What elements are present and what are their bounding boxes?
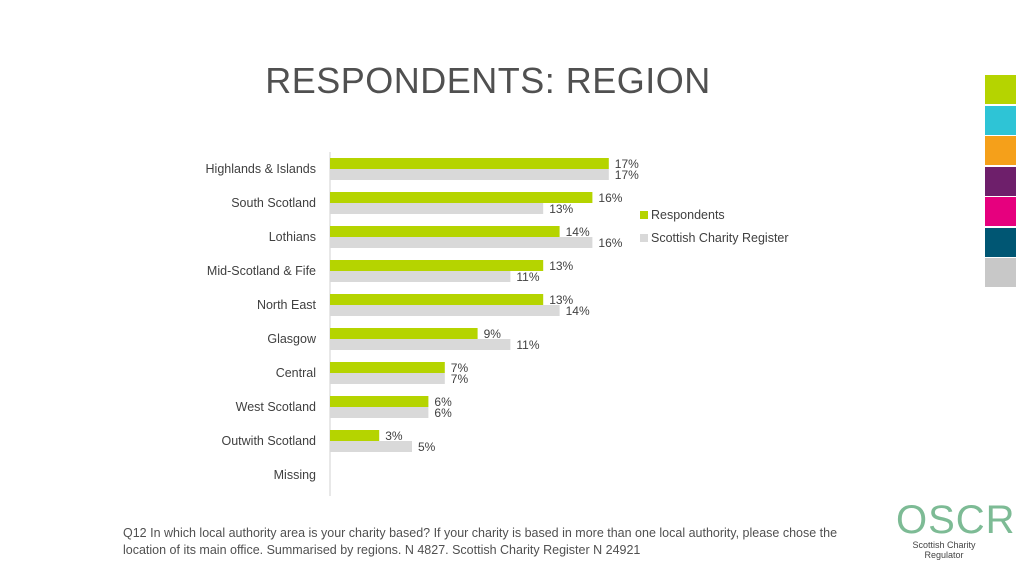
legend-label: Respondents bbox=[651, 208, 725, 222]
data-label: 17% bbox=[615, 168, 639, 182]
category-label: Mid-Scotland & Fife bbox=[207, 264, 316, 278]
bar-register bbox=[330, 305, 560, 316]
category-label: Outwith Scotland bbox=[222, 434, 317, 448]
data-label: 14% bbox=[566, 304, 590, 318]
data-label: 9% bbox=[484, 327, 502, 341]
bar-register bbox=[330, 203, 544, 214]
accent-swatch bbox=[985, 197, 1016, 226]
accent-swatch bbox=[985, 227, 1016, 257]
data-label: 13% bbox=[549, 293, 573, 307]
accent-color-strip bbox=[985, 75, 1016, 289]
data-label: 17% bbox=[615, 157, 639, 171]
bar-register bbox=[330, 407, 429, 418]
bar-register bbox=[330, 169, 609, 180]
legend-swatch bbox=[640, 234, 648, 242]
footnote: Q12 In which local authority area is you… bbox=[123, 526, 838, 557]
data-label: 3% bbox=[385, 429, 403, 443]
accent-swatch bbox=[985, 166, 1016, 196]
data-label: 16% bbox=[598, 236, 622, 250]
bar-respondents bbox=[330, 158, 609, 169]
data-label: 13% bbox=[549, 259, 573, 273]
legend-swatch bbox=[640, 211, 648, 219]
category-label: North East bbox=[257, 298, 317, 312]
data-label: 7% bbox=[451, 372, 469, 386]
data-label: 11% bbox=[516, 270, 539, 284]
accent-swatch bbox=[985, 75, 1016, 104]
bar-respondents bbox=[330, 226, 560, 237]
logo-wordmark: OSCR bbox=[896, 498, 1016, 542]
data-label: 14% bbox=[566, 225, 590, 239]
bar-register bbox=[330, 373, 445, 384]
data-label: 7% bbox=[451, 361, 469, 375]
legend-label: Scottish Charity Register bbox=[651, 231, 789, 245]
bar-respondents bbox=[330, 396, 429, 407]
category-label: West Scotland bbox=[236, 400, 316, 414]
category-label: Missing bbox=[274, 468, 316, 482]
bar-respondents bbox=[330, 260, 544, 271]
accent-swatch bbox=[985, 258, 1016, 287]
slide-title: RESPONDENTS: REGION bbox=[265, 60, 711, 101]
category-label: Lothians bbox=[269, 230, 316, 244]
data-label: 5% bbox=[418, 440, 436, 454]
category-label: South Scotland bbox=[231, 196, 316, 210]
bar-respondents bbox=[330, 362, 445, 373]
data-label: 16% bbox=[598, 191, 622, 205]
data-label: 11% bbox=[516, 338, 539, 352]
bar-register bbox=[330, 441, 412, 452]
logo-subtitle: Scottish Charity Regulator bbox=[912, 540, 976, 560]
data-label: 6% bbox=[434, 395, 452, 409]
bar-register bbox=[330, 271, 511, 282]
bar-respondents bbox=[330, 430, 380, 441]
data-label: 13% bbox=[549, 202, 573, 216]
bar-respondents bbox=[330, 328, 478, 339]
bar-register bbox=[330, 237, 593, 248]
bar-respondents bbox=[330, 192, 593, 203]
category-label: Glasgow bbox=[267, 332, 317, 346]
accent-swatch bbox=[985, 136, 1016, 165]
data-label: 6% bbox=[434, 406, 452, 420]
bar-register bbox=[330, 339, 511, 350]
oscr-logo: OSCR Scottish Charity Regulator bbox=[896, 498, 1016, 560]
category-label: Highlands & Islands bbox=[206, 162, 316, 176]
category-label: Central bbox=[276, 366, 316, 380]
accent-swatch bbox=[985, 105, 1016, 135]
bar-respondents bbox=[330, 294, 544, 305]
